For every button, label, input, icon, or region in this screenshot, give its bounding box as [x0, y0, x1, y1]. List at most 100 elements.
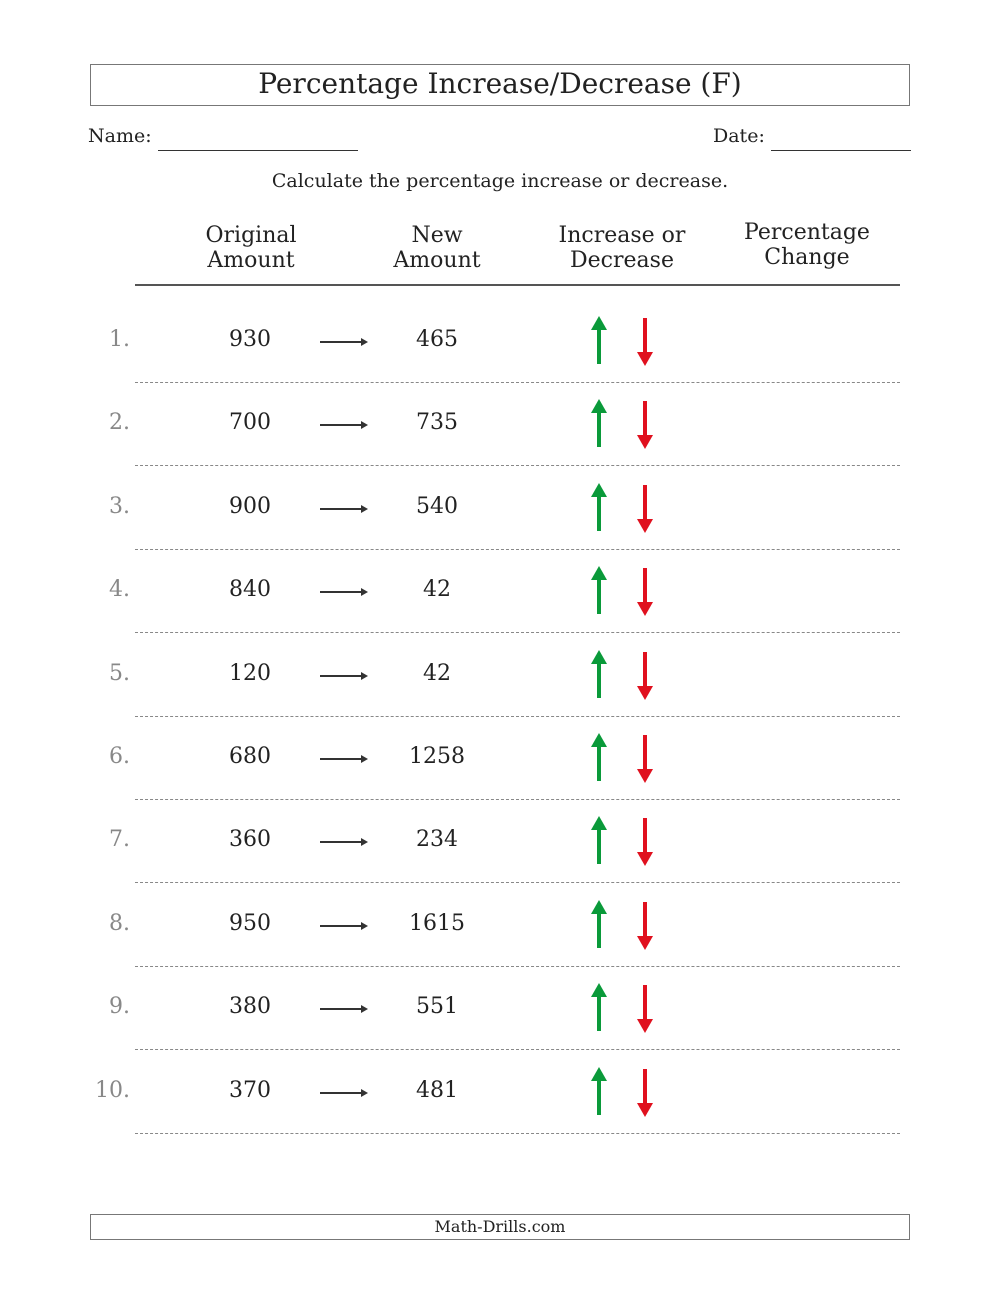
right-arrow-icon: [320, 921, 368, 930]
arrow-up-icon[interactable]: [591, 316, 607, 364]
right-arrow-icon: [320, 755, 368, 763]
original-amount: 700: [229, 410, 271, 436]
arrow-up-icon[interactable]: [591, 566, 607, 615]
header-direction: Increase or Decrease: [532, 223, 712, 273]
new-amount: 465: [416, 327, 458, 352]
arrow-down-icon[interactable]: [637, 568, 653, 617]
problem-row: 5. 120 42: [0, 649, 1000, 758]
arrow-up-icon[interactable]: [591, 733, 607, 781]
original-amount: 680: [229, 744, 271, 769]
arrow-up-icon[interactable]: [591, 649, 607, 698]
header-line: Increase or: [558, 223, 686, 248]
new-amount: 234: [416, 827, 458, 853]
problem-row: 8. 950 1615: [0, 899, 1000, 1008]
original-amount: 380: [229, 994, 271, 1020]
problem-number: 8.: [109, 910, 130, 936]
header-line: Percentage: [744, 220, 870, 245]
problem-row: 7. 360 234: [0, 816, 1000, 924]
name-line[interactable]: [158, 150, 358, 151]
answer-divider: [135, 465, 900, 467]
header-divider: [135, 284, 900, 286]
answer-divider: [135, 1049, 900, 1051]
arrow-down-icon[interactable]: [637, 484, 653, 533]
header-line: Change: [764, 245, 850, 270]
right-arrow-icon: [320, 1088, 368, 1097]
footer: Math-Drills.com: [90, 1214, 910, 1240]
problem-number: 4.: [109, 577, 130, 603]
problem-number: 3.: [109, 493, 130, 519]
problem-number: 5.: [109, 660, 130, 686]
problem-number: 1.: [109, 327, 130, 352]
header-percent: Percentage Change: [717, 220, 897, 270]
problem-row: 3. 900 540: [0, 482, 1000, 591]
original-amount: 840: [229, 577, 271, 603]
arrow-up-icon[interactable]: [591, 1066, 607, 1115]
right-arrow-icon: [320, 1005, 368, 1014]
header-line: New: [411, 223, 463, 248]
answer-divider: [135, 632, 900, 634]
original-amount: 120: [229, 660, 271, 686]
answer-divider: [135, 965, 900, 967]
original-amount: 360: [229, 827, 271, 853]
instructions: Calculate the percentage increase or dec…: [271, 170, 729, 192]
arrow-up-icon[interactable]: [591, 816, 607, 865]
right-arrow-icon: [320, 588, 368, 597]
date-label: Date:: [713, 125, 765, 147]
original-amount: 900: [229, 493, 271, 519]
original-amount: 930: [229, 327, 271, 352]
original-amount: 370: [229, 1077, 271, 1103]
arrow-up-icon[interactable]: [591, 399, 607, 448]
arrow-down-icon[interactable]: [637, 1068, 653, 1117]
problem-row: 10. 370 481: [0, 1066, 1000, 1175]
arrow-down-icon[interactable]: [637, 318, 653, 366]
header-line: Amount: [207, 248, 295, 273]
new-amount: 540: [416, 493, 458, 519]
right-arrow-icon: [320, 838, 368, 847]
header-original: Original Amount: [161, 223, 341, 273]
arrow-down-icon[interactable]: [637, 818, 653, 867]
answer-divider: [135, 715, 900, 717]
date-line[interactable]: [771, 150, 911, 151]
problem-row: 6. 680 1258: [0, 733, 1000, 841]
answer-divider: [135, 799, 900, 800]
header-line: Decrease: [570, 248, 674, 273]
answer-divider: [135, 382, 900, 383]
problem-row: 4. 840 42: [0, 566, 1000, 674]
new-amount: 42: [423, 660, 451, 686]
new-amount: 1615: [409, 910, 465, 936]
arrow-down-icon[interactable]: [637, 985, 653, 1034]
answer-divider: [135, 548, 900, 550]
problem-number: 7.: [109, 827, 130, 853]
answer-divider: [135, 1132, 900, 1134]
arrow-down-icon[interactable]: [637, 401, 653, 450]
header-line: Original: [205, 223, 297, 248]
problem-number: 6.: [109, 744, 130, 769]
problem-row: 1. 930 465: [0, 316, 1000, 424]
arrow-down-icon[interactable]: [637, 651, 653, 700]
arrow-down-icon[interactable]: [637, 735, 653, 783]
problem-row: 9. 380 551: [0, 983, 1000, 1091]
problem-number: 10.: [95, 1077, 130, 1103]
right-arrow-icon: [320, 671, 368, 680]
arrow-down-icon[interactable]: [637, 901, 653, 950]
new-amount: 551: [416, 994, 458, 1020]
new-amount: 1258: [409, 744, 465, 769]
problem-row: 2. 700 735: [0, 399, 1000, 507]
header-line: Amount: [393, 248, 481, 273]
problem-number: 9.: [109, 994, 130, 1020]
problem-number: 2.: [109, 410, 130, 436]
right-arrow-icon: [320, 421, 368, 430]
new-amount: 481: [416, 1077, 458, 1103]
arrow-up-icon[interactable]: [591, 482, 607, 531]
right-arrow-icon: [320, 504, 368, 513]
arrow-up-icon[interactable]: [591, 899, 607, 948]
name-label: Name:: [88, 125, 152, 147]
original-amount: 950: [229, 910, 271, 936]
right-arrow-icon: [320, 338, 368, 346]
header-new: New Amount: [347, 223, 527, 273]
arrow-up-icon[interactable]: [591, 983, 607, 1032]
new-amount: 735: [416, 410, 458, 436]
answer-divider: [135, 882, 900, 884]
new-amount: 42: [423, 577, 451, 603]
